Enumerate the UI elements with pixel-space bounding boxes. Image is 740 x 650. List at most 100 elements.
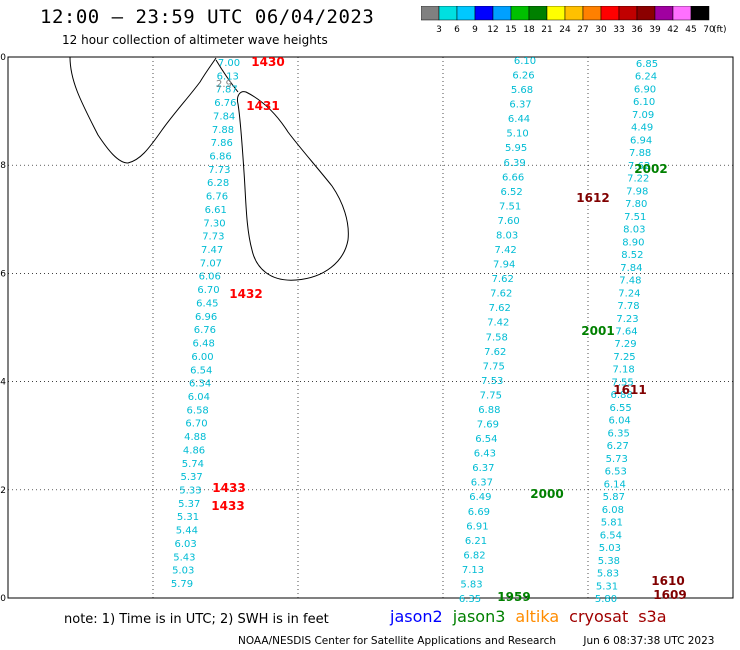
swh-value: 6.96 bbox=[195, 312, 217, 323]
swh-value: 5.43 bbox=[173, 552, 195, 563]
page-title: 12:00 – 23:59 UTC 06/04/2023 bbox=[40, 6, 375, 28]
swh-value: 7.94 bbox=[493, 260, 515, 271]
swh-value: 5.68 bbox=[511, 85, 533, 96]
legend-jason3: jason3 bbox=[452, 607, 506, 626]
scale-label: 39 bbox=[649, 25, 661, 35]
legend-cryosat: cryosat bbox=[569, 607, 629, 626]
scale-label: 30 bbox=[595, 25, 607, 35]
swh-value: 6.44 bbox=[508, 114, 530, 125]
scale-unit: (ft) bbox=[713, 25, 727, 35]
time-label: 2000 bbox=[530, 487, 563, 501]
swh-value: 7.30 bbox=[203, 218, 225, 229]
swh-value: 6.28 bbox=[207, 178, 229, 189]
swh-value: 6.08 bbox=[602, 505, 624, 516]
swh-value: 6.27 bbox=[607, 441, 629, 452]
swh-value: 6.04 bbox=[609, 416, 631, 427]
swh-value: 7.53 bbox=[481, 376, 503, 387]
swh-value: 6.54 bbox=[600, 530, 622, 541]
legend-jason2: jason2 bbox=[390, 607, 443, 626]
map-frame bbox=[7, 56, 734, 599]
swh-value: 6.43 bbox=[474, 449, 496, 460]
scale-label: 18 bbox=[523, 25, 535, 35]
swh-value: 6.76 bbox=[214, 98, 236, 109]
swh-value: 6.90 bbox=[634, 84, 656, 95]
swh-value: 6.88 bbox=[610, 390, 632, 401]
time-label: 1611 bbox=[613, 383, 646, 397]
swh-value: 7.80 bbox=[625, 199, 647, 210]
note-text: note: 1) Time is in UTC; 2) SWH is in fe… bbox=[64, 612, 329, 627]
time-label: 1430 bbox=[251, 55, 284, 69]
legend-altika: altika bbox=[515, 607, 560, 626]
swh-value: 7.62 bbox=[484, 347, 506, 358]
lat-label: 6 bbox=[0, 269, 6, 279]
swh-value: 6.88 bbox=[478, 405, 500, 416]
swh-value: 7.69 bbox=[477, 420, 499, 431]
swh-value: 6.48 bbox=[193, 339, 215, 350]
swh-value: 5.37 bbox=[181, 472, 203, 483]
swh-value: 6.13 bbox=[217, 71, 239, 82]
swh-value: 6.37 bbox=[509, 100, 531, 111]
swh-value: 6.37 bbox=[472, 463, 494, 474]
swh-value: 5.03 bbox=[599, 543, 621, 554]
swh-value: 6.76 bbox=[194, 325, 216, 336]
swh-value: 7.88 bbox=[629, 148, 651, 159]
time-label: 1432 bbox=[229, 287, 262, 301]
swh-value: 7.73 bbox=[202, 232, 224, 243]
footer: NOAA/NESDIS Center for Satellite Applica… bbox=[238, 635, 738, 647]
swh-value: 7.62 bbox=[490, 289, 512, 300]
swh-value: 5.31 bbox=[596, 581, 618, 592]
swh-value: 7.24 bbox=[618, 288, 640, 299]
scale-label: 36 bbox=[631, 25, 643, 35]
swh-value: 5.74 bbox=[182, 459, 204, 470]
swh-value: 5.10 bbox=[506, 129, 528, 140]
swh-value: 5.79 bbox=[171, 579, 193, 590]
footer-org: NOAA/NESDIS Center for Satellite Applica… bbox=[238, 635, 556, 647]
footer-timestamp: Jun 6 08:37:38 UTC 2023 bbox=[583, 635, 715, 647]
swh-value: 7.55 bbox=[611, 377, 633, 388]
lat-label: 4 bbox=[0, 378, 6, 388]
swh-value: 5.81 bbox=[601, 518, 623, 529]
swh-value: 5.87 bbox=[603, 492, 625, 503]
swh-value: 5.44 bbox=[176, 526, 198, 537]
swh-value: 7.84 bbox=[620, 263, 642, 274]
swh-value: 7.88 bbox=[212, 125, 234, 136]
time-label: 1612 bbox=[576, 191, 609, 205]
page-subtitle: 12 hour collection of altimeter wave hei… bbox=[62, 33, 328, 47]
scale-label: 45 bbox=[685, 25, 696, 35]
swh-value: 6.52 bbox=[500, 187, 522, 198]
swh-value: 5.03 bbox=[172, 566, 194, 577]
swh-value: 7.78 bbox=[617, 301, 639, 312]
lat-label: 8 bbox=[0, 161, 6, 171]
time-label: 1433 bbox=[212, 481, 245, 495]
swh-value: 6.04 bbox=[188, 392, 210, 403]
swh-value: 6.58 bbox=[187, 405, 209, 416]
swh-value: 7.73 bbox=[208, 165, 230, 176]
swh-value: 6.35 bbox=[608, 428, 630, 439]
swh-value: 6.82 bbox=[463, 550, 485, 561]
scale-label: 21 bbox=[541, 25, 552, 35]
swh-value: 8.52 bbox=[621, 250, 643, 261]
swh-value: 7.23 bbox=[616, 314, 638, 325]
swh-value: 6.10 bbox=[633, 97, 655, 108]
swh-value: 7.87 bbox=[215, 85, 237, 96]
scale-label: 42 bbox=[667, 25, 678, 35]
swh-value: 6.91 bbox=[466, 521, 488, 532]
scale-label: 24 bbox=[559, 25, 571, 35]
swh-value: 5.73 bbox=[606, 454, 628, 465]
time-label: 1959 bbox=[497, 590, 530, 604]
time-label: 1610 bbox=[651, 574, 684, 588]
swh-value: 6.39 bbox=[503, 158, 525, 169]
swh-value: 6.26 bbox=[512, 71, 534, 82]
swh-value: 7.18 bbox=[612, 365, 634, 376]
swh-value: 7.25 bbox=[613, 352, 635, 363]
legend-s3a: s3a bbox=[638, 607, 667, 626]
swh-value: 6.37 bbox=[471, 478, 493, 489]
time-label: 1433 bbox=[211, 499, 244, 513]
scale-label: 15 bbox=[505, 25, 516, 35]
swh-value: 5.37 bbox=[178, 499, 200, 510]
swh-value: 6.06 bbox=[199, 272, 221, 283]
scale-label: 9 bbox=[472, 25, 478, 35]
swh-value: 6.70 bbox=[185, 419, 207, 430]
swh-value: 6.86 bbox=[209, 152, 231, 163]
swh-value: 7.51 bbox=[624, 212, 646, 223]
